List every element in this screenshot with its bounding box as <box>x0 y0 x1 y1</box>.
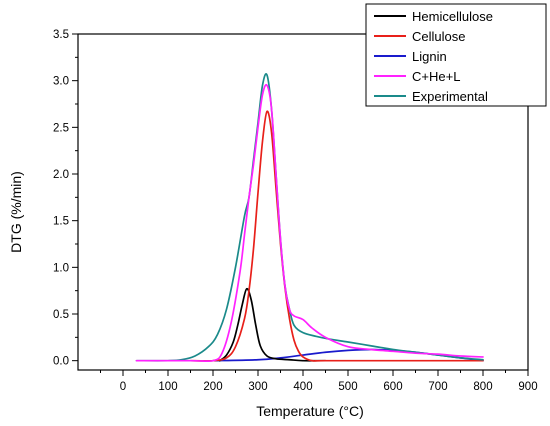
y-tick-label: 1.0 <box>53 262 69 274</box>
x-tick-label: 600 <box>383 381 402 393</box>
legend-label-cellulose: Cellulose <box>412 29 465 44</box>
axes: 0 100 200 300 400 500 600 700 800 900 0.0 0.5 1.0 1.5… <box>53 29 538 393</box>
y-tick-label: 3.5 <box>53 29 69 41</box>
x-tick-label: 0 <box>120 381 126 393</box>
x-tick-label: 500 <box>338 381 357 393</box>
series-line-cellulose <box>189 110 484 362</box>
y-tick-label: 0.0 <box>53 356 69 368</box>
series-line-c-he-l <box>135 83 484 363</box>
plot-area <box>135 73 484 363</box>
y-tick-label: 2.5 <box>53 122 69 134</box>
x-tick-label: 200 <box>203 381 222 393</box>
y-tick-label: 1.5 <box>53 216 69 228</box>
x-tick-label: 700 <box>428 381 447 393</box>
y-tick-label: 0.5 <box>53 309 69 321</box>
legend-label-experimental: Experimental <box>412 89 488 104</box>
legend: Hemicellulose Cellulose Lignin C+He+L Experi… <box>365 3 547 107</box>
x-tick-label: 300 <box>248 381 267 393</box>
y-axis-title: DTG (%/min) <box>8 171 24 253</box>
legend-box <box>365 3 547 107</box>
series-line-experimental <box>135 73 484 362</box>
x-tick-label: 100 <box>158 381 177 393</box>
y-tick-label: 3.0 <box>53 76 69 88</box>
legend-label-lignin: Lignin <box>412 49 447 64</box>
legend-label-hemicellulose: Hemicellulose <box>412 9 493 24</box>
x-tick-label: 800 <box>473 381 492 393</box>
x-tick-label: 400 <box>293 381 312 393</box>
series-line-hemicellulose <box>218 287 327 362</box>
legend-label-c-he-l: C+He+L <box>412 69 460 84</box>
y-tick-label: 2.0 <box>53 169 69 181</box>
x-tick-label: 900 <box>518 381 537 393</box>
x-axis-title: Temperature (°C) <box>256 403 364 419</box>
